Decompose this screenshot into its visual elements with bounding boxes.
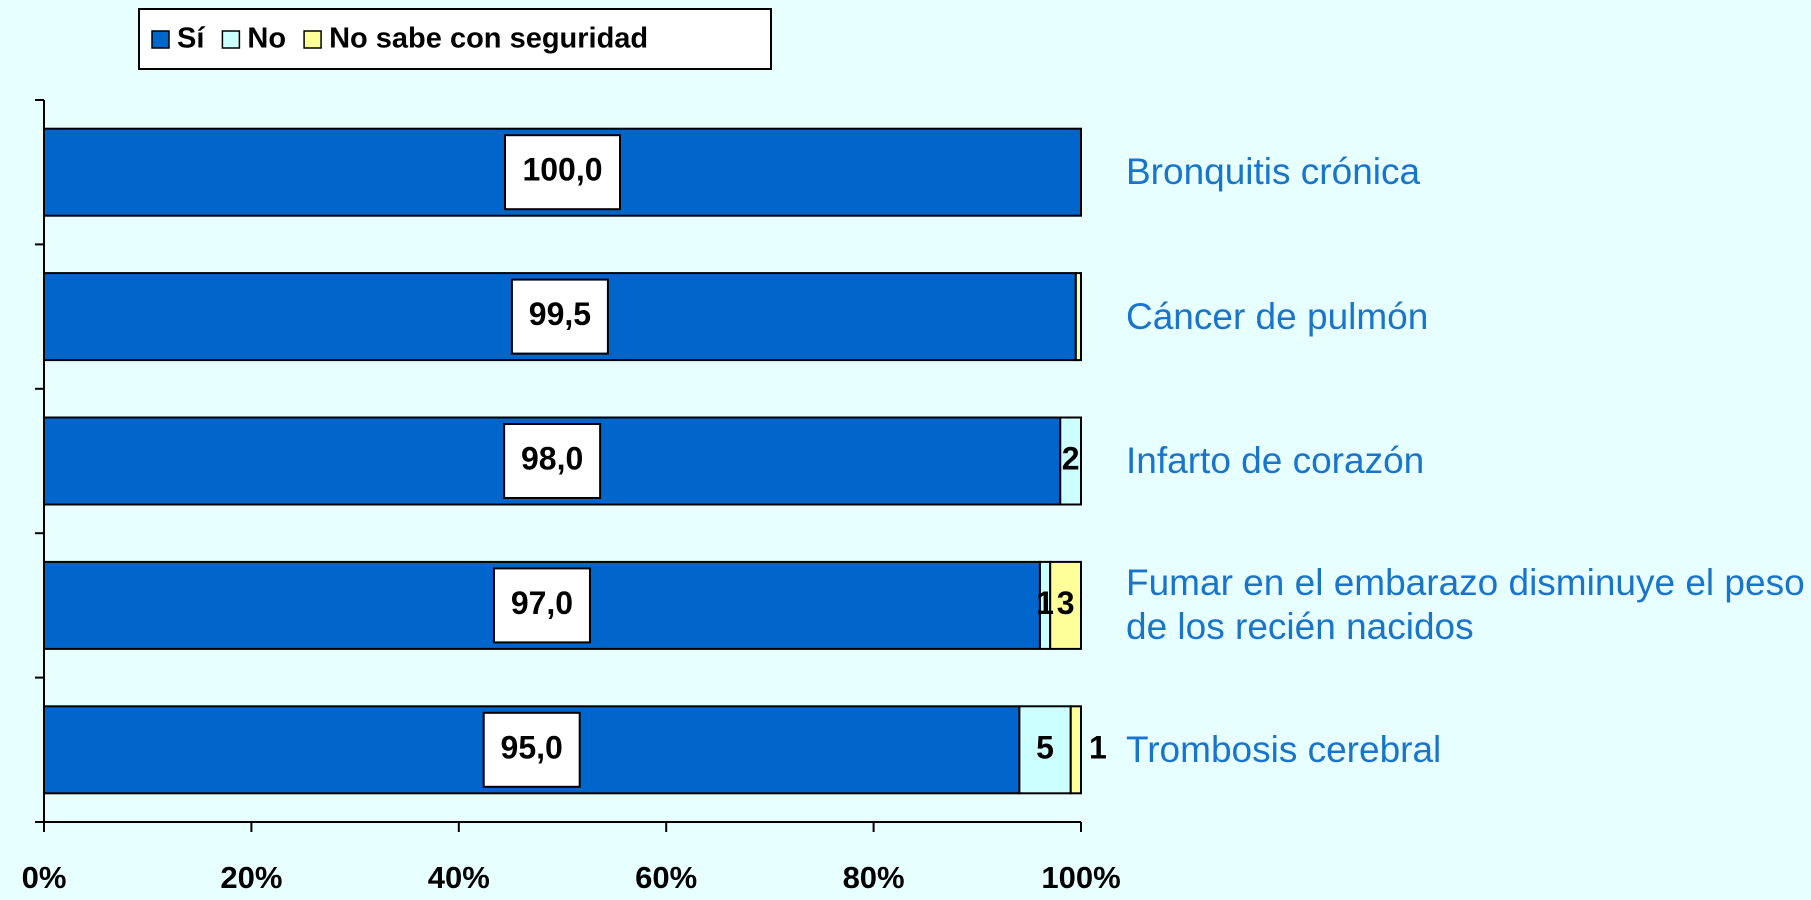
bar-segment bbox=[1074, 272, 1082, 362]
category-label: Bronquitis crónica bbox=[1126, 151, 1421, 193]
category-label: Cáncer de pulmón bbox=[1126, 295, 1429, 337]
legend-swatch bbox=[303, 30, 322, 49]
legend-swatch bbox=[151, 30, 170, 49]
bar-segment bbox=[1069, 705, 1082, 795]
data-label-box bbox=[503, 423, 602, 499]
data-label: 3 bbox=[1057, 585, 1075, 621]
data-label: 99,5 bbox=[529, 296, 591, 332]
data-label: 2 bbox=[1062, 440, 1080, 476]
data-label: 95,0 bbox=[501, 729, 563, 765]
legend-swatch bbox=[221, 30, 241, 49]
bar-segment bbox=[1018, 705, 1072, 795]
x-tick-label: 80% bbox=[843, 860, 905, 895]
data-label-box bbox=[510, 278, 609, 355]
x-tick-label: 20% bbox=[220, 860, 282, 895]
x-tick-label: 0% bbox=[22, 860, 67, 895]
data-label-box bbox=[492, 567, 591, 644]
legend-label: Sí bbox=[177, 23, 205, 55]
data-label: 1 bbox=[1089, 729, 1107, 765]
data-label: 98,0 bbox=[521, 440, 583, 476]
data-label-box bbox=[482, 711, 581, 788]
x-tick-label: 100% bbox=[1041, 860, 1120, 895]
data-label: 100,0 bbox=[522, 152, 602, 188]
category-label: Infarto de corazón bbox=[1126, 440, 1425, 481]
category-label: Trombosis cerebral bbox=[1126, 728, 1442, 770]
category-label: Fumar en el embarazo disminuye el peso d… bbox=[1126, 562, 1805, 648]
legend-label: No sabe con seguridad bbox=[329, 23, 648, 55]
data-label: 97,0 bbox=[511, 585, 573, 621]
bar-segment bbox=[1059, 416, 1083, 506]
legend-box bbox=[138, 8, 772, 70]
data-label: 5 bbox=[1036, 729, 1054, 765]
data-label: 1 bbox=[1036, 585, 1054, 621]
bar-segment bbox=[1049, 560, 1082, 650]
data-label-box bbox=[504, 134, 621, 211]
legend-label: No bbox=[247, 23, 286, 55]
x-tick-label: 60% bbox=[635, 860, 697, 895]
x-tick-label: 40% bbox=[428, 860, 490, 895]
